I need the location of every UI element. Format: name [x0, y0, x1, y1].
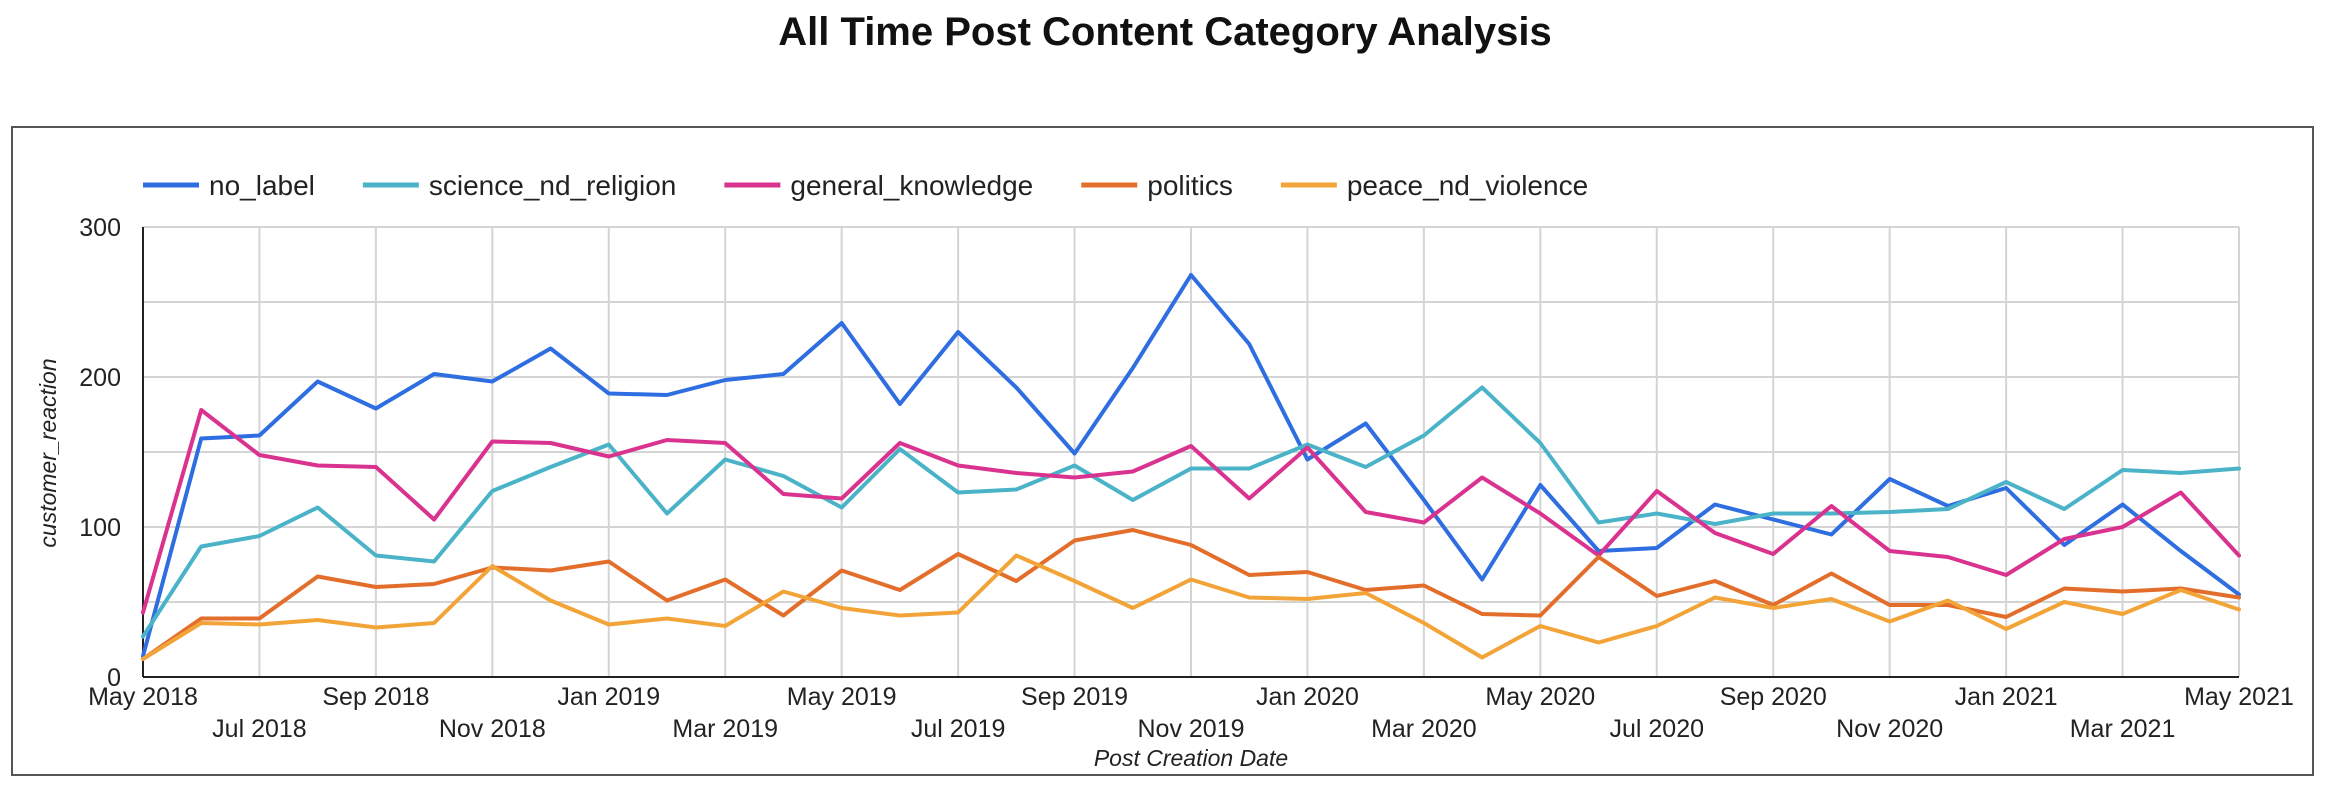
- x-tick-label: Sep 2018: [322, 683, 429, 711]
- x-tick-label: Jul 2018: [212, 715, 307, 743]
- x-tick-label: Nov 2019: [1137, 715, 1244, 743]
- x-tick-label: Jul 2019: [911, 715, 1006, 743]
- legend-label-science-nd-religion: science_nd_religion: [429, 170, 677, 201]
- y-tick-label: 100: [79, 514, 121, 542]
- series-line-no-label: [141, 273, 2241, 658]
- x-tick-label: Nov 2020: [1836, 715, 1943, 743]
- legend-label-peace-nd-violence: peace_nd_violence: [1347, 170, 1588, 201]
- axis-layer: [142, 227, 2239, 678]
- series-layer: [141, 273, 2241, 661]
- legend-label-politics: politics: [1147, 170, 1233, 201]
- legend-label-no-label: no_label: [209, 170, 315, 201]
- series-line-science-nd-religion: [141, 385, 2241, 639]
- x-axis-title: Post Creation Date: [1094, 745, 1288, 771]
- chart-frame: [11, 126, 2314, 776]
- x-tick-label: Jan 2019: [557, 683, 660, 711]
- x-tick-label: Mar 2020: [1371, 715, 1477, 743]
- legend: no_label science_nd_religion general_knowl…: [143, 170, 1588, 201]
- y-axis-title: customer_reaction: [35, 358, 61, 547]
- x-tick-label: Jan 2021: [1955, 683, 2058, 711]
- series-line-general-knowledge: [141, 408, 2241, 615]
- chart-title: All Time Post Content Category Analysis: [778, 10, 1552, 54]
- x-tick-label: Sep 2020: [1720, 683, 1827, 711]
- x-tick-label: Mar 2021: [2070, 715, 2176, 743]
- y-tick-label: 200: [79, 364, 121, 392]
- x-tick-label: May 2021: [2184, 683, 2294, 711]
- x-tick-label: Mar 2019: [672, 715, 778, 743]
- x-tick-label: Sep 2019: [1021, 683, 1128, 711]
- tick-labels: 0 100 200 300 May 2018 Jul 2018 Sep 2018 Nov 20…: [79, 214, 2294, 743]
- legend-label-general-knowledge: general_knowledge: [790, 170, 1033, 201]
- y-tick-label: 0: [107, 664, 121, 692]
- x-tick-label: Nov 2018: [439, 715, 546, 743]
- x-tick-label: May 2018: [88, 683, 198, 711]
- x-tick-label: May 2020: [1485, 683, 1595, 711]
- x-tick-label: Jul 2020: [1610, 715, 1705, 743]
- x-tick-label: Jan 2020: [1256, 683, 1359, 711]
- y-tick-label: 300: [79, 214, 121, 242]
- x-tick-label: May 2019: [787, 683, 897, 711]
- series-line-peace-nd-violence: [141, 553, 2241, 661]
